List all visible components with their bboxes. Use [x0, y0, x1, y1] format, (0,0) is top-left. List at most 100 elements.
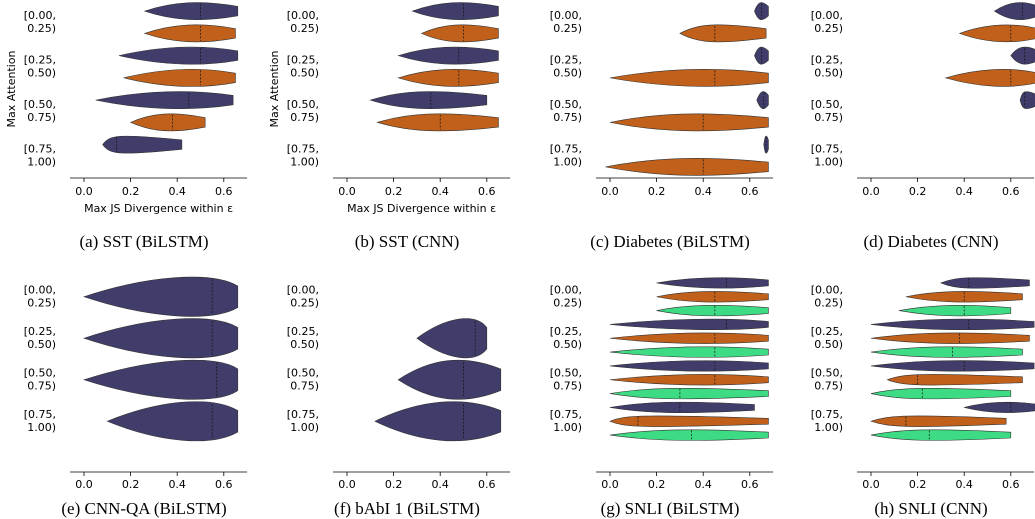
- y-tick-label: 0.25): [290, 296, 319, 309]
- y-tick-label: 0.75): [27, 111, 56, 124]
- x-tick-label: 0.4: [431, 185, 449, 198]
- y-tick-label: [0.25,: [811, 53, 843, 66]
- y-tick-label: [0.00,: [811, 9, 843, 22]
- y-tick-label: [0.50,: [811, 98, 843, 111]
- y-tick-label: [0.25,: [287, 325, 319, 338]
- violin: [870, 360, 1035, 372]
- y-tick-label: [0.50,: [287, 98, 319, 111]
- violin: [886, 374, 1023, 386]
- y-tick-label: [0.50,: [811, 366, 843, 379]
- violin: [898, 304, 1012, 317]
- violin: [1019, 91, 1035, 109]
- violin: [656, 304, 769, 317]
- y-tick-label: 0.75): [27, 379, 56, 392]
- violin: [143, 2, 239, 20]
- y-tick-label: 0.25): [553, 296, 582, 309]
- y-tick-label: [0.25,: [287, 53, 319, 66]
- violin: [118, 46, 239, 65]
- x-tick-label: 0.4: [955, 478, 973, 491]
- y-tick-label: [0.75,: [811, 408, 843, 421]
- y-tick-label: 0.50): [290, 338, 319, 351]
- x-tick-label: 0.0: [75, 185, 93, 198]
- x-tick-label: 0.4: [694, 185, 712, 198]
- y-tick-label: [0.50,: [24, 366, 56, 379]
- violin: [102, 135, 183, 154]
- y-tick-label: [0.00,: [550, 283, 582, 296]
- caption: (e) CNN-QA (BiLSTM): [61, 499, 226, 518]
- violin: [609, 346, 769, 358]
- y-tick-label: [0.75,: [550, 142, 582, 155]
- y-tick-label: [0.00,: [287, 283, 319, 296]
- violin: [993, 2, 1035, 20]
- y-tick-label: [0.00,: [287, 9, 319, 22]
- y-tick-label: [0.00,: [24, 283, 56, 296]
- y-tick-label: 1.00): [814, 421, 843, 434]
- violin: [106, 401, 239, 442]
- violin: [95, 91, 234, 109]
- y-tick-label: 1.00): [27, 421, 56, 434]
- violin: [129, 113, 206, 132]
- y-tick-label: [0.25,: [24, 325, 56, 338]
- y-tick-label: [0.50,: [287, 366, 319, 379]
- violin: [964, 401, 1035, 413]
- violin: [944, 69, 1035, 87]
- violin: [374, 401, 502, 442]
- violin: [609, 415, 769, 427]
- x-tick-label: 0.2: [909, 478, 927, 491]
- violin: [870, 429, 1012, 441]
- violin: [609, 113, 769, 132]
- y-tick-label: 0.75): [290, 111, 319, 124]
- violin: [870, 318, 1035, 331]
- x-tick-label: 0.2: [122, 185, 140, 198]
- y-tick-label: [0.25,: [24, 53, 56, 66]
- y-tick-label: 0.25): [814, 296, 843, 309]
- x-tick-label: 0.0: [338, 478, 356, 491]
- x-tick-label: 0.0: [601, 185, 619, 198]
- violin: [411, 2, 499, 20]
- caption: (a) SST (BiLSTM): [79, 232, 208, 251]
- y-tick-label: 0.50): [290, 66, 319, 79]
- x-tick-label: 0.0: [862, 478, 880, 491]
- y-tick-label: 0.50): [814, 66, 843, 79]
- x-tick-label: 0.6: [215, 478, 233, 491]
- violin: [143, 24, 236, 43]
- violin: [656, 277, 769, 289]
- y-tick-label: 1.00): [290, 155, 319, 168]
- x-tick-label: 0.6: [215, 185, 233, 198]
- y-tick-label: 1.00): [553, 155, 582, 168]
- x-tick-label: 0.4: [168, 478, 186, 491]
- y-tick-label: 1.00): [553, 421, 582, 434]
- x-axis-label: Max JS Divergence within ε: [347, 202, 496, 215]
- violin: [83, 359, 239, 400]
- y-tick-label: [0.75,: [24, 142, 56, 155]
- violin: [870, 332, 1030, 344]
- x-tick-label: 0.4: [431, 478, 449, 491]
- x-tick-label: 0.6: [478, 478, 496, 491]
- violin: [609, 69, 769, 87]
- x-tick-label: 0.6: [1002, 478, 1020, 491]
- violin: [609, 318, 769, 331]
- violin: [416, 318, 488, 359]
- violin: [376, 113, 499, 132]
- violin: [870, 415, 1007, 427]
- y-tick-label: 0.50): [553, 338, 582, 351]
- violin: [397, 359, 502, 400]
- y-tick-label: [0.00,: [550, 9, 582, 22]
- y-tick-label: 0.25): [27, 22, 56, 35]
- violin: [609, 429, 769, 441]
- violin: [656, 291, 769, 303]
- y-axis-label: Max Attention: [5, 50, 18, 127]
- x-axis-label: Max JS Divergence within ε: [84, 202, 233, 215]
- y-tick-label: [0.50,: [24, 98, 56, 111]
- violin: [870, 346, 1023, 358]
- violin: [397, 69, 499, 87]
- violin: [609, 374, 769, 386]
- caption: (f) bAbI 1 (BiLSTM): [334, 499, 480, 518]
- x-tick-label: 0.6: [741, 185, 759, 198]
- y-tick-label: [0.00,: [811, 283, 843, 296]
- x-tick-label: 0.0: [862, 185, 880, 198]
- caption: (h) SNLI (CNN): [874, 499, 987, 518]
- x-tick-label: 0.2: [909, 185, 927, 198]
- y-tick-label: 1.00): [814, 155, 843, 168]
